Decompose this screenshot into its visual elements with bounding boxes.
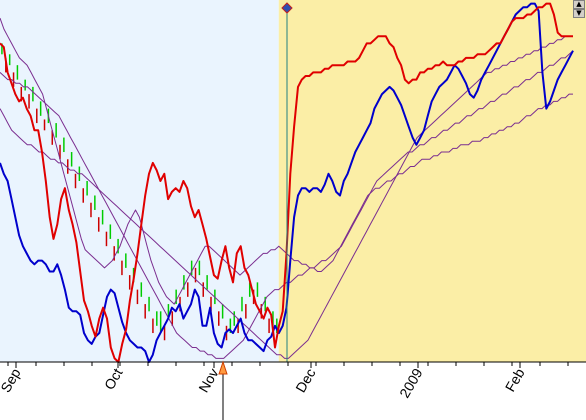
x-tick-feb: Feb (502, 362, 528, 394)
x-axis-ticks: Sep Oct Nov Dec 2009 Feb (0, 362, 569, 400)
x-tick-oct: Oct (101, 362, 126, 392)
x-tick-label: Nov (195, 366, 221, 396)
x-tick-label: Feb (502, 365, 528, 394)
x-tick-label: Sep (0, 365, 24, 395)
x-axis: Sep Oct Nov Dec 2009 Feb (0, 361, 586, 400)
x-tick-2009: 2009 (396, 362, 426, 400)
x-tick-label: Dec (292, 366, 318, 396)
scroll-up-button[interactable]: ▲ (573, 0, 585, 9)
shaded-region-1 (0, 0, 279, 362)
x-tick-label: Oct (101, 365, 126, 392)
divider-handle-icon[interactable] (281, 2, 293, 14)
x-tick-dec: Dec (292, 362, 319, 396)
shaded-region-2 (278, 0, 586, 362)
background-regions (0, 0, 586, 362)
x-tick-sep: Sep (0, 362, 24, 395)
x-tick-nov: Nov (195, 362, 222, 396)
time-cursor-marker-icon[interactable] (218, 360, 228, 375)
scroll-down-button[interactable]: ▼ (573, 9, 585, 18)
x-tick-label: 2009 (396, 365, 426, 400)
